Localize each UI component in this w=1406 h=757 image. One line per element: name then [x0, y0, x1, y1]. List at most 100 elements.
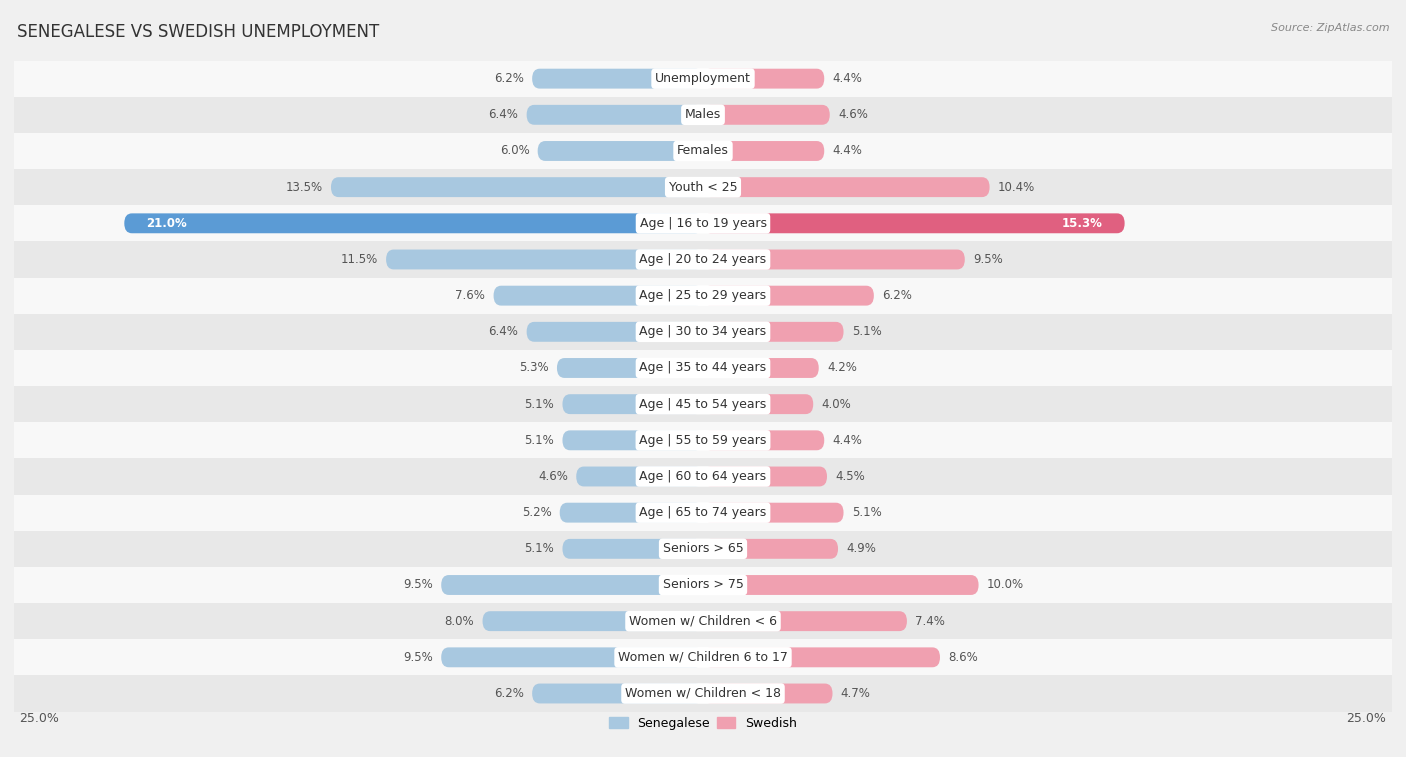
Text: Women w/ Children < 18: Women w/ Children < 18	[626, 687, 780, 700]
Bar	[14, 169, 1392, 205]
Text: Source: ZipAtlas.com: Source: ZipAtlas.com	[1271, 23, 1389, 33]
Text: Seniors > 75: Seniors > 75	[662, 578, 744, 591]
FancyBboxPatch shape	[441, 647, 703, 667]
Text: 5.1%: 5.1%	[852, 326, 882, 338]
FancyBboxPatch shape	[703, 611, 907, 631]
Bar	[14, 422, 1392, 459]
FancyBboxPatch shape	[703, 285, 875, 306]
FancyBboxPatch shape	[557, 358, 703, 378]
Text: 5.2%: 5.2%	[522, 506, 551, 519]
Text: 10.4%: 10.4%	[998, 181, 1035, 194]
FancyBboxPatch shape	[330, 177, 703, 197]
FancyBboxPatch shape	[703, 322, 844, 341]
FancyBboxPatch shape	[703, 394, 813, 414]
Text: Youth < 25: Youth < 25	[669, 181, 737, 194]
Text: 4.4%: 4.4%	[832, 434, 862, 447]
FancyBboxPatch shape	[703, 177, 990, 197]
Text: 5.3%: 5.3%	[519, 362, 548, 375]
Text: 15.3%: 15.3%	[1062, 217, 1102, 230]
Bar	[14, 459, 1392, 494]
FancyBboxPatch shape	[703, 684, 832, 703]
Text: 6.4%: 6.4%	[488, 108, 519, 121]
Bar	[14, 531, 1392, 567]
Bar	[14, 603, 1392, 639]
FancyBboxPatch shape	[703, 503, 844, 522]
FancyBboxPatch shape	[703, 105, 830, 125]
Text: Age | 30 to 34 years: Age | 30 to 34 years	[640, 326, 766, 338]
FancyBboxPatch shape	[527, 105, 703, 125]
Text: 7.4%: 7.4%	[915, 615, 945, 628]
Text: Age | 55 to 59 years: Age | 55 to 59 years	[640, 434, 766, 447]
Text: 6.0%: 6.0%	[499, 145, 530, 157]
FancyBboxPatch shape	[124, 213, 703, 233]
Text: Unemployment: Unemployment	[655, 72, 751, 85]
FancyBboxPatch shape	[703, 647, 941, 667]
Text: Age | 16 to 19 years: Age | 16 to 19 years	[640, 217, 766, 230]
FancyBboxPatch shape	[703, 358, 818, 378]
Text: Age | 45 to 54 years: Age | 45 to 54 years	[640, 397, 766, 410]
Text: Age | 65 to 74 years: Age | 65 to 74 years	[640, 506, 766, 519]
Text: 4.6%: 4.6%	[838, 108, 868, 121]
Text: SENEGALESE VS SWEDISH UNEMPLOYMENT: SENEGALESE VS SWEDISH UNEMPLOYMENT	[17, 23, 380, 41]
Text: 6.2%: 6.2%	[494, 687, 524, 700]
Text: 4.6%: 4.6%	[538, 470, 568, 483]
Bar	[14, 241, 1392, 278]
Text: Women w/ Children < 6: Women w/ Children < 6	[628, 615, 778, 628]
Text: 5.1%: 5.1%	[524, 397, 554, 410]
Text: 10.0%: 10.0%	[987, 578, 1024, 591]
FancyBboxPatch shape	[560, 503, 703, 522]
FancyBboxPatch shape	[703, 539, 838, 559]
Text: 21.0%: 21.0%	[146, 217, 187, 230]
Text: 11.5%: 11.5%	[340, 253, 378, 266]
Text: 8.0%: 8.0%	[444, 615, 474, 628]
Bar	[14, 639, 1392, 675]
Text: 4.5%: 4.5%	[835, 470, 865, 483]
FancyBboxPatch shape	[703, 431, 824, 450]
Text: 4.2%: 4.2%	[827, 362, 856, 375]
Text: 25.0%: 25.0%	[20, 712, 59, 725]
Text: 13.5%: 13.5%	[285, 181, 323, 194]
Legend: Senegalese, Swedish: Senegalese, Swedish	[603, 712, 803, 734]
Text: 9.5%: 9.5%	[404, 578, 433, 591]
Text: Age | 20 to 24 years: Age | 20 to 24 years	[640, 253, 766, 266]
Text: 6.2%: 6.2%	[882, 289, 912, 302]
FancyBboxPatch shape	[703, 213, 1125, 233]
Text: 25.0%: 25.0%	[1347, 712, 1386, 725]
FancyBboxPatch shape	[703, 575, 979, 595]
FancyBboxPatch shape	[482, 611, 703, 631]
Text: 4.0%: 4.0%	[821, 397, 851, 410]
Text: 4.4%: 4.4%	[832, 72, 862, 85]
Text: 9.5%: 9.5%	[404, 651, 433, 664]
Text: Age | 35 to 44 years: Age | 35 to 44 years	[640, 362, 766, 375]
FancyBboxPatch shape	[531, 684, 703, 703]
Text: 5.1%: 5.1%	[524, 434, 554, 447]
Text: 5.1%: 5.1%	[852, 506, 882, 519]
Text: 5.1%: 5.1%	[524, 542, 554, 556]
Text: 6.4%: 6.4%	[488, 326, 519, 338]
FancyBboxPatch shape	[537, 141, 703, 161]
FancyBboxPatch shape	[562, 394, 703, 414]
Text: 4.7%: 4.7%	[841, 687, 870, 700]
FancyBboxPatch shape	[703, 69, 824, 89]
FancyBboxPatch shape	[703, 466, 827, 487]
Bar	[14, 133, 1392, 169]
Bar	[14, 278, 1392, 313]
Bar	[14, 313, 1392, 350]
Text: Women w/ Children 6 to 17: Women w/ Children 6 to 17	[619, 651, 787, 664]
FancyBboxPatch shape	[527, 322, 703, 341]
Bar	[14, 350, 1392, 386]
Bar	[14, 205, 1392, 241]
Text: 4.9%: 4.9%	[846, 542, 876, 556]
Bar	[14, 567, 1392, 603]
FancyBboxPatch shape	[441, 575, 703, 595]
Bar	[14, 675, 1392, 712]
FancyBboxPatch shape	[494, 285, 703, 306]
Text: Females: Females	[678, 145, 728, 157]
FancyBboxPatch shape	[562, 539, 703, 559]
Bar	[14, 386, 1392, 422]
Text: 9.5%: 9.5%	[973, 253, 1002, 266]
Text: Males: Males	[685, 108, 721, 121]
Text: 7.6%: 7.6%	[456, 289, 485, 302]
FancyBboxPatch shape	[562, 431, 703, 450]
Text: 8.6%: 8.6%	[948, 651, 979, 664]
